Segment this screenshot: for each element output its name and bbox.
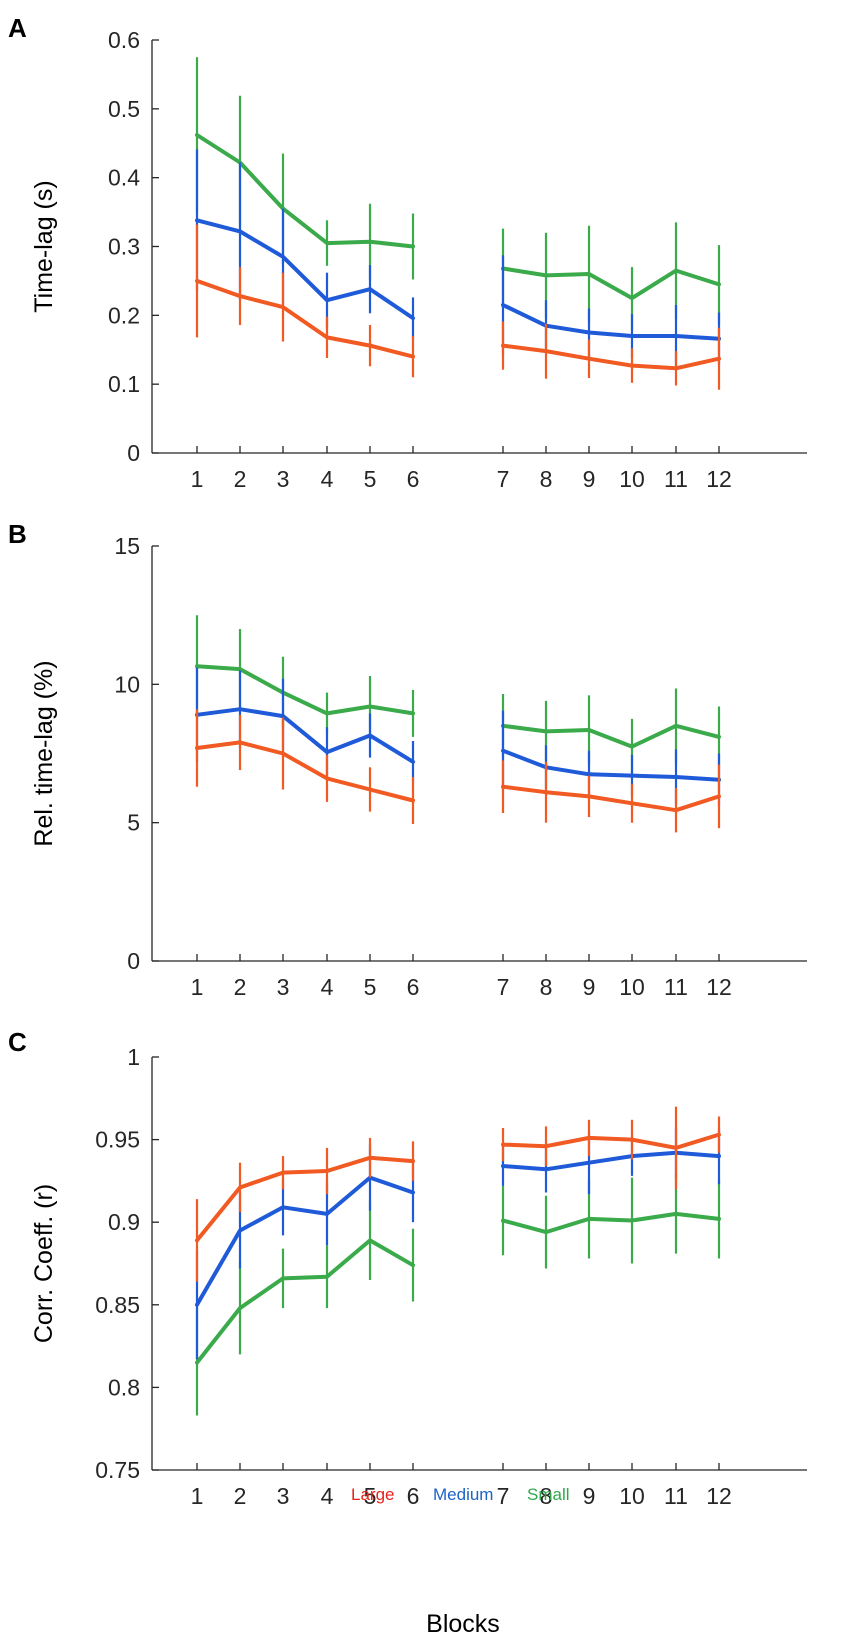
legend-label-large: Large [351,1485,394,1504]
legend: Large Medium Small [351,1485,570,1504]
panel-c-medium-line [195,1175,415,1307]
panel-c-x-tick-label: 7 [497,1483,510,1509]
panel-a-y-tick-label: 0.4 [108,165,140,191]
panel-letter-b: B [8,519,27,549]
panel-c-x-tick-label: 6 [407,1483,420,1509]
panel-b-y-tick-label: 0 [127,948,140,974]
panel-c-x-tick-label: 1 [191,1483,204,1509]
panel-a-y-tick-label: 0 [127,440,140,466]
panel-b-x-tick-label: 8 [540,974,553,1000]
panel-b-medium-line [501,748,721,782]
panel-c-medium-line [501,1150,721,1172]
panel-b-large-line [501,784,721,813]
panel-a-y-tick-label: 0.2 [108,302,140,328]
panel-b-small-line [501,723,721,749]
panel-letter-c: C [8,1027,27,1057]
panel-b-x-tick-label: 9 [583,974,596,1000]
panel-c-x-tick-label: 2 [234,1483,247,1509]
x-axis-title: Blocks [426,1610,500,1638]
panel-a-x-tick-label: 6 [407,466,420,492]
panel-a-large-line [195,278,415,359]
panel-a-series-large [195,224,721,390]
panel-b-medium-line [195,707,415,764]
legend-label-small: Small [527,1485,570,1504]
panel-b-x-tick-label: 3 [277,974,290,1000]
panel-c-x-tick-label: 12 [706,1483,732,1509]
panel-a-large-line [501,343,721,371]
panel-c-large-line [501,1132,721,1150]
panel-c-y-tick-label: 0.95 [95,1127,140,1153]
legend-label-medium: Medium [433,1485,493,1504]
panel-b-x-tick-label: 5 [364,974,377,1000]
panel-a-x-tick-label: 12 [706,466,732,492]
panel-b-x-tick-label: 7 [497,974,510,1000]
panel-b-x-tick-label: 6 [407,974,420,1000]
panel-a-x-tick-label: 1 [191,466,204,492]
panel-a-medium-line [501,303,721,341]
panel-b-x-tick-label: 12 [706,974,732,1000]
panel-c-x-tick-label: 9 [583,1483,596,1509]
panel-a-y-tick-label: 0.1 [108,371,140,397]
panel-a-chart: 00.10.20.30.40.50.61 2 3 4 5 6 7 8 9 10 11 12Time-l… [30,27,807,492]
panel-a-x-tick-label: 7 [497,466,510,492]
panel-a-series-medium [195,149,721,367]
panel-b-x-tick-label: 11 [664,974,688,1000]
panel-a-y-axis-title: Time-lag (s) [30,180,58,312]
panel-c-x-tick-label: 8 [540,1483,553,1509]
panel-b-small-line [195,664,415,716]
panel-a-small-line [501,266,721,301]
panel-a-small-line [195,133,415,249]
panel-a-x-tick-label: 5 [364,466,377,492]
panel-a-x-tick-label: 10 [619,466,645,492]
panel-b-x-tick-label: 4 [321,974,334,1000]
panel-a-x-tick-label: 11 [664,466,688,492]
panel-a-x-tick-label: 2 [234,466,247,492]
panel-c-x-tick-label: 5 [364,1483,377,1509]
panel-c-y-tick-label: 1 [127,1044,140,1070]
panel-c-y-tick-label: 0.9 [108,1209,140,1235]
panel-b-y-tick-label: 15 [114,533,140,559]
panel-c-series-small [195,1174,721,1416]
panel-b-y-tick-label: 10 [114,671,140,697]
panel-b-x-tick-label: 10 [619,974,645,1000]
panel-a-series-small [195,57,721,330]
panel-c-y-tick-label: 0.75 [95,1457,140,1483]
panel-c-series-large [195,1106,721,1282]
panel-b-y-axis-title: Rel. time-lag (%) [30,660,58,846]
panel-c-y-tick-label: 0.85 [95,1292,140,1318]
panel-c-y-axis-title: Corr. Coeff. (r) [30,1184,58,1343]
panel-a-y-tick-label: 0.6 [108,27,140,53]
panel-c-large-line [195,1155,415,1243]
panel-b-series-large [195,709,721,833]
panel-letter-a: A [8,13,27,43]
panel-c-y-tick-label: 0.8 [108,1374,140,1400]
panel-b-y-tick-label: 5 [127,810,140,836]
panel-c-x-tick-label: 10 [619,1483,645,1509]
panel-a-x-tick-label: 3 [277,466,290,492]
panel-c-small-line [195,1238,415,1365]
panel-b-x-tick-label: 2 [234,974,247,1000]
panel-c-x-tick-label: 11 [664,1483,688,1509]
panel-a-x-tick-label: 8 [540,466,553,492]
panel-a-y-tick-label: 0.5 [108,96,140,122]
panel-c-x-tick-label: 4 [321,1483,334,1509]
panel-a-x-tick-label: 9 [583,466,596,492]
panel-b-x-tick-label: 1 [191,974,204,1000]
panel-a-y-tick-label: 0.3 [108,234,140,260]
panel-a-medium-line [195,218,415,321]
panel-c-small-line [501,1211,721,1235]
panel-c-x-tick-label: 3 [277,1483,290,1509]
panel-b-large-line [195,740,415,803]
panel-c-series-medium [195,1128,721,1360]
panel-a-x-tick-label: 4 [321,466,334,492]
